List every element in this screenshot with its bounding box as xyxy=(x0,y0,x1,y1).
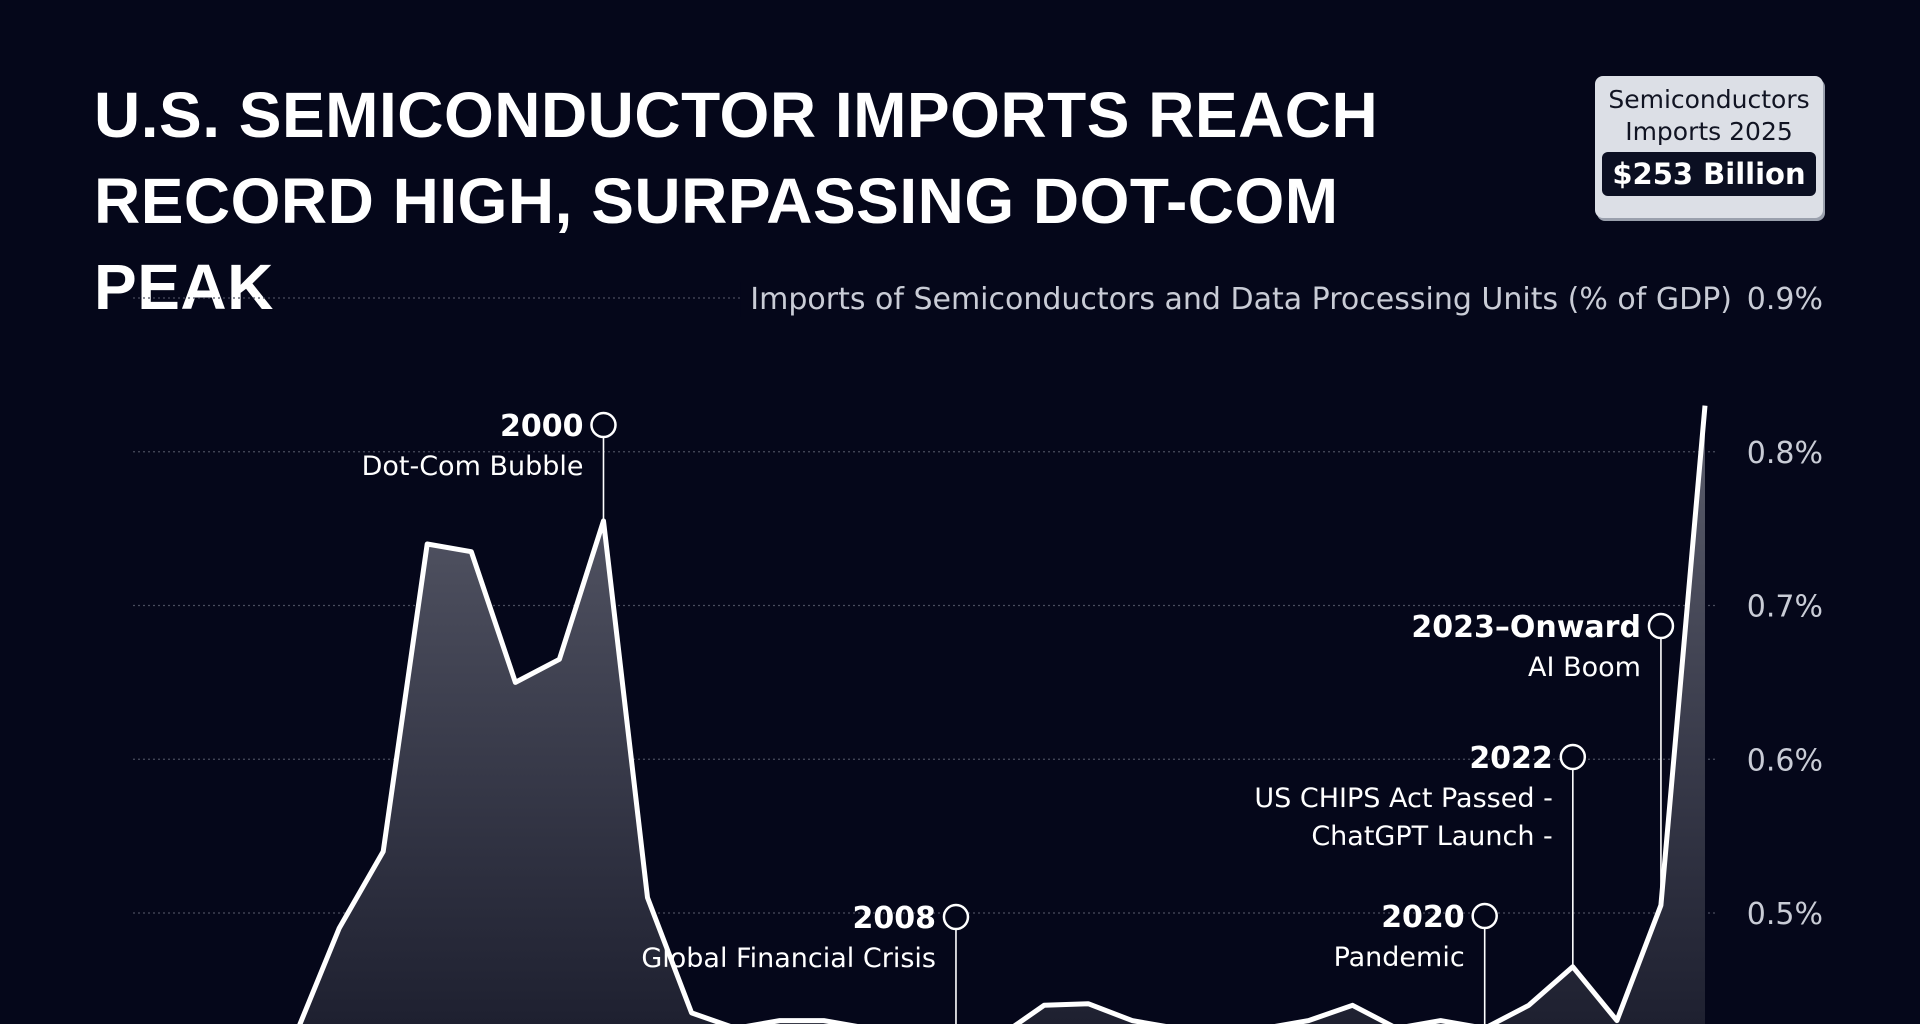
kpi-card: Semiconductors Imports 2025 $253 Billion xyxy=(1595,76,1823,218)
annotation-label: Pandemic xyxy=(1334,942,1465,973)
annotation-label: Global Financial Crisis xyxy=(641,943,936,974)
annotation-year: 2022 xyxy=(1469,741,1553,776)
annotation-marker xyxy=(1647,612,1675,640)
annotation-marker xyxy=(1471,902,1498,930)
annotation-marker xyxy=(1559,743,1587,771)
annotation-year: 2020 xyxy=(1381,900,1465,935)
annotation-label: Dot-Com Bubble xyxy=(362,451,584,482)
page-title: U.S. SEMICONDUCTOR IMPORTS REACH RECORD … xyxy=(94,79,1379,323)
y-tick-label: 0.9% xyxy=(1747,282,1823,317)
y-tick-label: 0.8% xyxy=(1747,436,1823,471)
annotation-year: 2023–Onward xyxy=(1411,610,1641,645)
annotation-year: 2008 xyxy=(852,901,936,936)
annotation-label: ChatGPT Launch - xyxy=(1311,821,1552,852)
annotation-label: AI Boom xyxy=(1528,652,1641,683)
y-axis-title: Imports of Semiconductors and Data Proce… xyxy=(750,282,1732,317)
title-backdrop xyxy=(740,282,1742,317)
annotation-label: US CHIPS Act Passed - xyxy=(1254,783,1552,814)
annotation-marker xyxy=(590,411,617,439)
annotation-marker xyxy=(942,903,970,931)
kpi-value: $253 Billion xyxy=(1602,152,1816,196)
y-tick-label: 0.7% xyxy=(1747,590,1823,625)
kpi-label: Semiconductors Imports 2025 xyxy=(1608,85,1810,146)
series-line xyxy=(297,405,1708,1024)
y-tick-label: 0.5% xyxy=(1747,897,1823,932)
y-tick-label: 0.6% xyxy=(1747,743,1823,778)
annotation-year: 2000 xyxy=(500,409,584,444)
area-fill xyxy=(300,405,1705,1024)
